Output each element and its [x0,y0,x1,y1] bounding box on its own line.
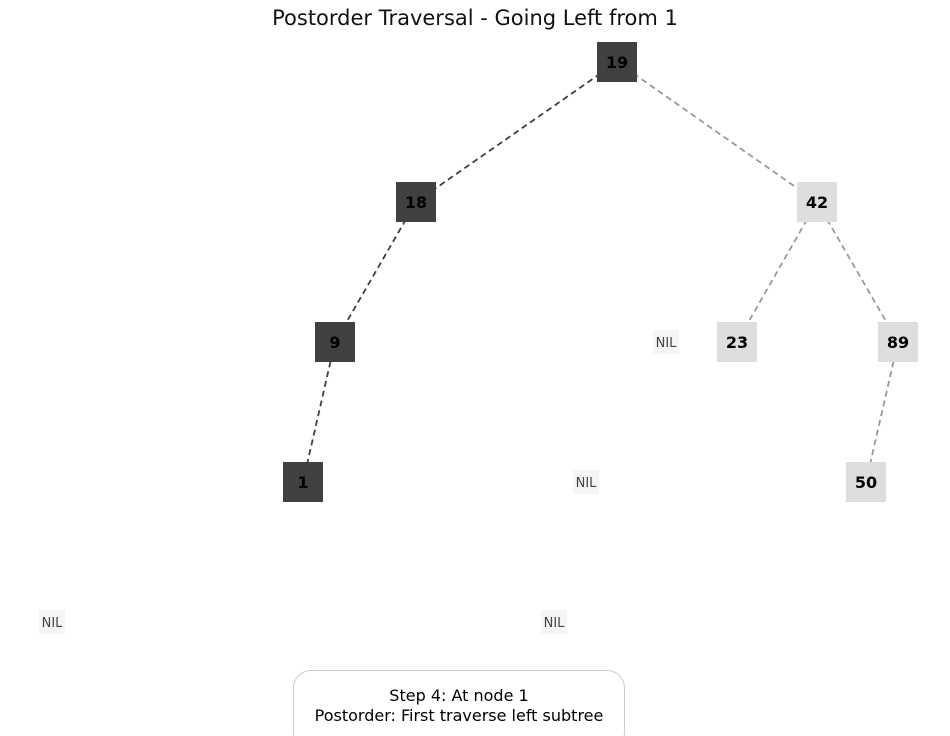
edge-89-50 [865,341,899,483]
traversal-explanation-line: Postorder: First traverse left subtree [314,706,604,725]
nil-label: NIL [576,476,598,491]
node-box [797,182,837,222]
tree-node-18: 18 [396,182,436,222]
edge-19-42 [616,61,818,203]
node-label: 89 [887,333,909,352]
nil-label: NIL [656,336,678,351]
tree-node-42: 42 [797,182,837,222]
node-label: 1 [297,473,308,492]
node-box [846,462,886,502]
node-box [717,322,757,362]
nil-node: NIL [39,610,65,634]
nil-layer: NIL NIL NIL NIL [39,330,679,634]
node-box [396,182,436,222]
step-status-line: Step 4: At node 1 [389,686,529,705]
node-box [878,322,918,362]
nil-node: NIL [541,610,567,634]
nodes-layer: 19 18 42 9 23 89 1 50 [283,42,918,502]
nil-label: NIL [544,616,566,631]
edge-18-9 [334,201,417,343]
tree-node-9: 9 [315,322,355,362]
edge-9-1 [302,341,336,483]
nil-box [573,470,599,494]
tree-node-50: 50 [846,462,886,502]
nil-box [653,330,679,354]
node-label: 50 [855,473,877,492]
node-box [597,42,637,82]
tree-node-23: 23 [717,322,757,362]
edges-layer [302,61,899,483]
diagram-title: Postorder Traversal - Going Left from 1 [272,6,678,30]
node-label: 23 [726,333,748,352]
edge-42-89 [816,201,899,343]
tree-node-1: 1 [283,462,323,502]
node-box [315,322,355,362]
node-label: 9 [329,333,340,352]
step-status-box: Step 4: At node 1 Postorder: First trave… [293,670,625,736]
tree-node-19: 19 [597,42,637,82]
nil-label: NIL [42,616,64,631]
nil-node: NIL [573,470,599,494]
edge-42-23 [736,201,818,343]
tree-node-89: 89 [878,322,918,362]
nil-node: NIL [653,330,679,354]
nil-box [39,610,65,634]
node-label: 19 [606,53,628,72]
node-label: 18 [405,193,427,212]
nil-box [541,610,567,634]
node-label: 42 [806,193,828,212]
edge-19-18 [415,61,618,203]
node-box [283,462,323,502]
